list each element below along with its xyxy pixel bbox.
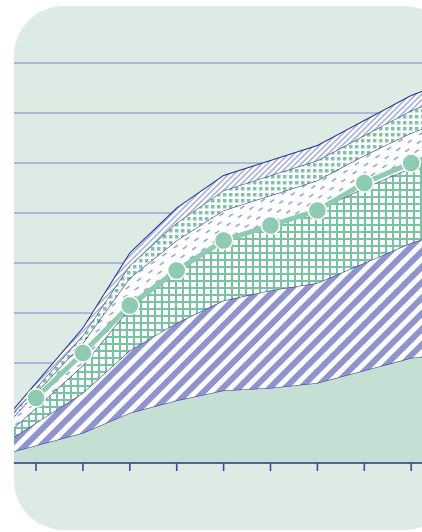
area-series-5	[14, 93, 422, 417]
line-point	[307, 200, 328, 221]
line-point	[73, 343, 93, 363]
line-point	[26, 388, 46, 408]
area-series-1	[14, 353, 422, 463]
line-point	[401, 153, 421, 173]
line-point	[213, 230, 234, 251]
line-point	[166, 260, 187, 281]
area-boundary-6	[14, 77, 422, 410]
line-point	[120, 295, 140, 316]
line-series	[26, 140, 422, 408]
area-series-3	[14, 148, 422, 438]
area-series-2	[14, 228, 422, 452]
x-axis	[14, 462, 422, 471]
line-point	[354, 173, 375, 193]
line-point	[260, 215, 281, 236]
plot-area	[14, 62, 422, 471]
